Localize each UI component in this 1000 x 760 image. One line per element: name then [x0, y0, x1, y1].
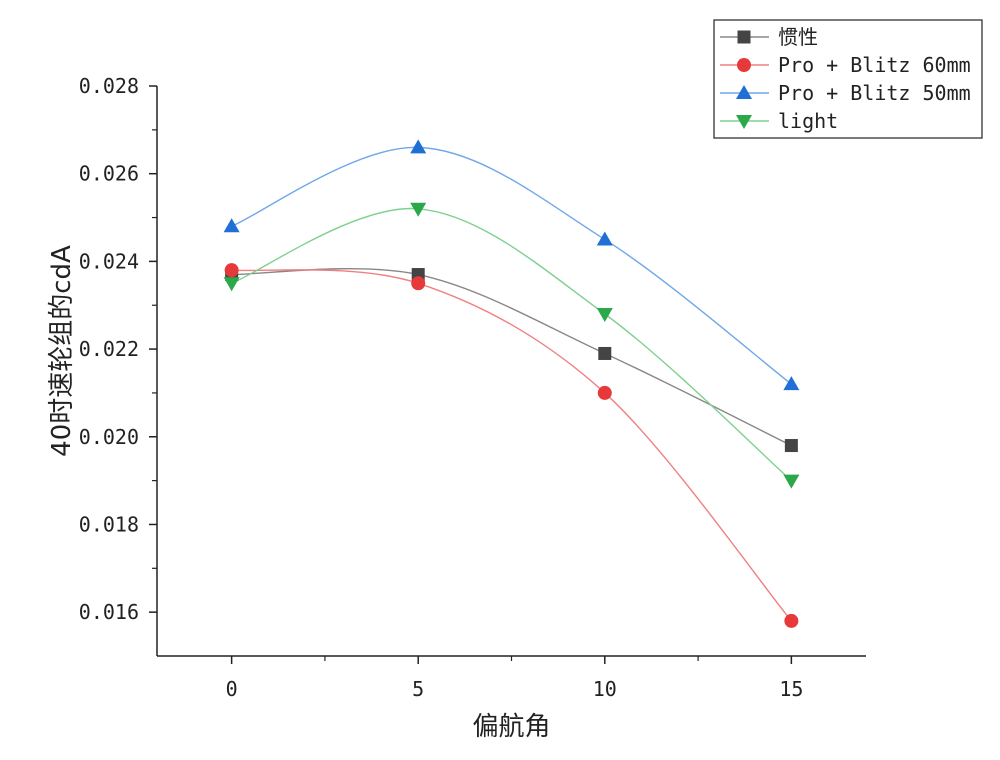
data-point: [223, 277, 240, 292]
y-axis-title: 40时速轮组的cdA: [47, 245, 77, 457]
series-line-2: [231, 146, 792, 385]
data-point: [596, 308, 613, 322]
data-point: [224, 263, 239, 278]
y-tick-label: 0.026: [79, 162, 139, 186]
series-line-1: [231, 269, 792, 622]
y-tick-label: 0.028: [79, 74, 139, 98]
legend: 惯性 Pro + Blitz 60mm Pro + Blitz 50mm light: [713, 19, 983, 139]
data-point: [410, 139, 427, 154]
x-tick-label: 15: [779, 677, 803, 701]
legend-label: 惯性: [778, 25, 818, 49]
axes: 0 5 10 15 0.0160.0180.0200.0220.0240.0260.0…: [79, 74, 866, 701]
data-point: [411, 276, 426, 291]
series-markers: [223, 139, 800, 628]
data-point: [410, 202, 427, 217]
legend-label: light: [778, 109, 838, 133]
data-point: [223, 218, 240, 233]
series-line-3: [231, 207, 792, 482]
x-ticks: 0 5 10 15: [226, 656, 803, 701]
data-point: [598, 346, 612, 360]
data-point: [596, 231, 613, 246]
legend-label: Pro + Blitz 60mm: [778, 53, 971, 77]
legend-marker: [737, 30, 751, 44]
x-tick-label: 10: [593, 677, 617, 701]
y-tick-label: 0.022: [79, 337, 139, 361]
x-tick-label: 5: [412, 677, 424, 701]
y-tick-label: 0.024: [79, 249, 139, 273]
legend-marker: [736, 115, 752, 129]
data-point: [597, 385, 612, 400]
data-point: [783, 474, 800, 489]
x-tick-label: 0: [226, 677, 238, 701]
series-lines: [231, 146, 792, 622]
legend-marker: [737, 58, 751, 72]
data-point: [784, 613, 799, 628]
y-ticks: 0.016 0.018 0.020 0.022 0.024 0.026 0.028: [79, 74, 157, 624]
legend-marker: [736, 85, 752, 99]
y-tick-label: 0.016: [79, 600, 139, 624]
data-point: [784, 439, 798, 453]
data-point: [783, 376, 800, 391]
y-tick-label: 0.020: [79, 425, 139, 449]
legend-label: Pro + Blitz 50mm: [778, 81, 971, 105]
series-line-0: [231, 268, 792, 447]
y-tick-label: 0.018: [79, 512, 139, 536]
x-axis-title: 偏航角: [472, 712, 550, 742]
legend-box: [713, 19, 983, 139]
